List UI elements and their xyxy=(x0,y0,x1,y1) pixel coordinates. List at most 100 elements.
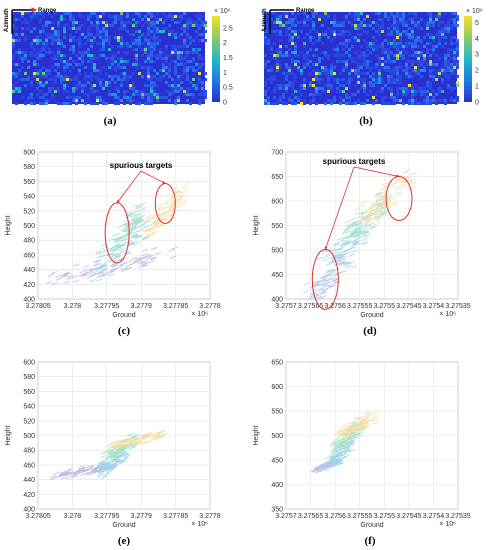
heatmap-cell xyxy=(186,54,189,57)
data-point xyxy=(348,432,355,436)
data-point xyxy=(324,284,331,288)
heatmap-cell xyxy=(45,69,48,72)
heatmap-cell xyxy=(15,81,18,84)
data-point xyxy=(340,456,347,460)
heatmap-cell xyxy=(165,18,168,21)
data-point xyxy=(145,219,152,224)
heatmap-cell xyxy=(438,33,441,36)
heatmap-cell xyxy=(276,33,279,36)
heatmap-cell xyxy=(264,36,267,39)
heatmap-cell xyxy=(264,30,267,33)
heatmap-cell xyxy=(348,78,351,81)
heatmap-cell xyxy=(378,78,381,81)
heatmap-cell xyxy=(345,66,348,69)
data-point xyxy=(365,215,372,219)
data-point xyxy=(113,242,121,247)
heatmap-cell xyxy=(87,48,90,51)
heatmap-cell xyxy=(117,90,120,93)
heatmap-cell xyxy=(147,39,150,42)
data-point xyxy=(157,206,164,210)
heatmap-cell xyxy=(429,12,432,15)
data-point xyxy=(104,259,111,264)
heatmap-cell xyxy=(12,18,15,21)
heatmap-cell xyxy=(387,66,390,69)
heatmap-cell xyxy=(405,75,408,78)
data-point xyxy=(357,227,364,231)
heatmap-cell xyxy=(453,63,456,66)
heatmap-cell xyxy=(360,78,363,81)
heatmap-cell xyxy=(195,21,198,24)
heatmap-cell xyxy=(90,84,93,87)
heatmap-cell xyxy=(171,30,174,33)
x-tick-label: 3.27785 xyxy=(163,303,188,310)
data-point xyxy=(345,265,352,269)
heatmap-cell xyxy=(72,99,75,102)
heatmap-cell xyxy=(315,63,318,66)
heatmap-cell xyxy=(399,45,402,48)
heatmap-cell xyxy=(282,96,285,99)
heatmap-cell xyxy=(201,63,204,66)
heatmap-cell xyxy=(138,102,141,105)
data-point xyxy=(375,192,383,196)
heatmap-cell xyxy=(393,99,396,102)
heatmap-cell xyxy=(327,36,330,39)
heatmap-cell xyxy=(363,54,366,57)
data-point xyxy=(350,220,357,225)
heatmap-cell xyxy=(93,90,96,93)
data-point xyxy=(125,215,132,219)
heatmap-cell xyxy=(360,87,363,90)
data-point xyxy=(336,430,343,434)
heatmap-cell xyxy=(342,60,345,63)
heatmap-cell xyxy=(393,18,396,21)
data-point xyxy=(363,416,370,420)
heatmap-cell xyxy=(348,84,351,87)
heatmap-cell xyxy=(417,60,420,63)
data-point xyxy=(151,230,158,234)
heatmap-cell xyxy=(411,30,414,33)
heatmap-cell xyxy=(81,84,84,87)
heatmap-cell xyxy=(432,24,435,27)
data-point xyxy=(394,186,401,190)
data-point xyxy=(326,284,334,288)
data-point xyxy=(152,225,159,229)
heatmap-cell xyxy=(138,36,141,39)
heatmap-cell xyxy=(300,51,303,54)
data-point xyxy=(315,466,323,470)
heatmap-cell xyxy=(93,63,96,66)
data-point xyxy=(373,217,381,221)
heatmap-cell xyxy=(102,36,105,39)
heatmap-cell xyxy=(48,69,51,72)
heatmap-cell xyxy=(375,81,378,84)
data-point xyxy=(360,424,367,428)
heatmap-cell xyxy=(453,57,456,60)
data-point xyxy=(360,211,368,215)
heatmap-cell xyxy=(396,24,399,27)
heatmap-cell xyxy=(117,39,120,42)
y-tick-label: 350 xyxy=(271,507,283,514)
heatmap-cell xyxy=(387,60,390,63)
data-point xyxy=(357,204,365,208)
heatmap-cell xyxy=(153,48,156,51)
data-point xyxy=(124,441,131,446)
data-point xyxy=(113,256,121,260)
heatmap-cell xyxy=(180,60,183,63)
heatmap-cell xyxy=(339,78,342,81)
heatmap-cell xyxy=(294,30,297,33)
data-point xyxy=(109,463,116,467)
data-point xyxy=(99,262,106,267)
y-tick-label: 460 xyxy=(23,462,35,469)
heatmap-cell xyxy=(363,18,366,21)
data-point xyxy=(379,197,386,201)
data-point xyxy=(122,455,129,460)
heatmap-cell xyxy=(105,81,108,84)
heatmap-cell xyxy=(402,87,405,90)
heatmap-cell xyxy=(39,54,42,57)
heatmap-cell xyxy=(381,21,384,24)
heatmap-cell xyxy=(180,15,183,18)
heatmap-cell xyxy=(201,84,204,87)
y-tick-label: 400 xyxy=(271,482,283,489)
heatmap-cell xyxy=(162,69,165,72)
heatmap-cell xyxy=(159,54,162,57)
heatmap-cell xyxy=(441,45,444,48)
